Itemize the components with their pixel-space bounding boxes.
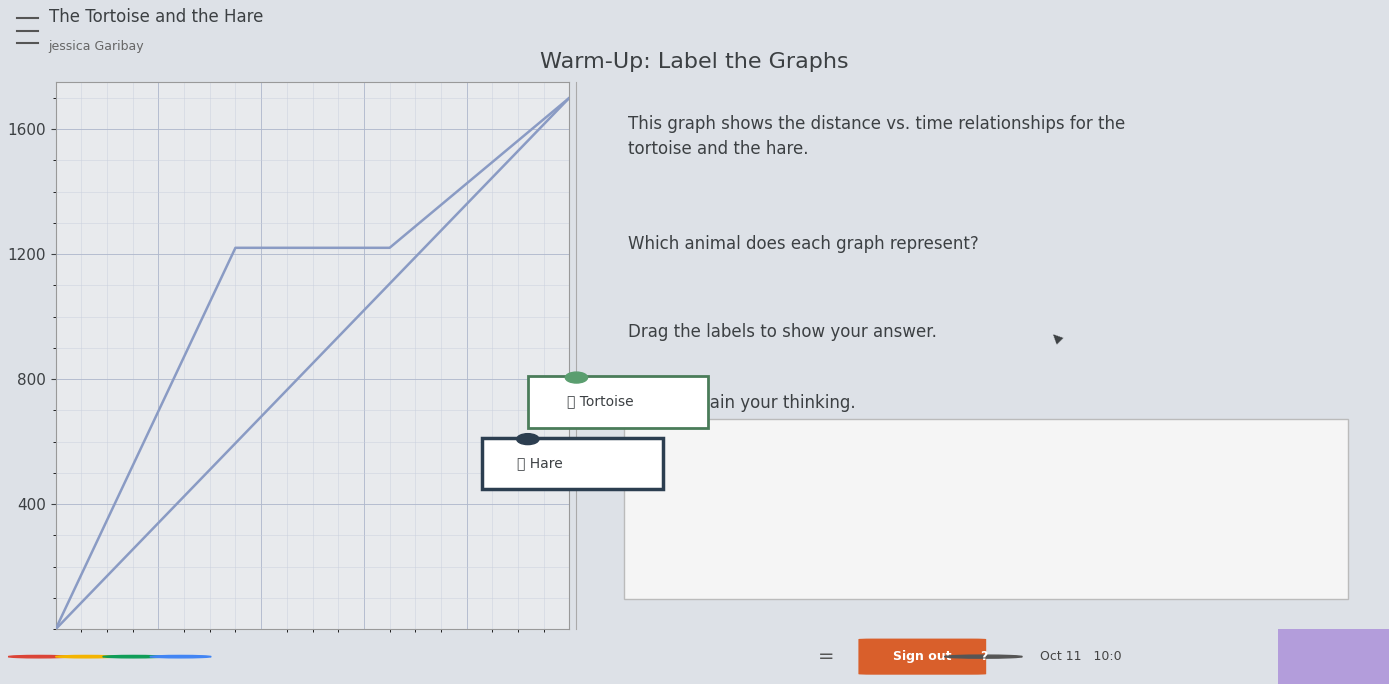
Circle shape: [150, 655, 211, 658]
Text: =: =: [818, 647, 835, 666]
Text: ▲: ▲: [1049, 328, 1064, 345]
FancyBboxPatch shape: [858, 639, 986, 674]
Circle shape: [56, 655, 117, 658]
Text: Which animal does each graph represent?: Which animal does each graph represent?: [628, 235, 979, 253]
Text: Drag the labels to show your answer.: Drag the labels to show your answer.: [628, 323, 938, 341]
Text: Sign out: Sign out: [893, 650, 951, 663]
Text: Warm-Up: Label the Graphs: Warm-Up: Label the Graphs: [540, 52, 849, 72]
Text: Oct 11   10:0: Oct 11 10:0: [1040, 650, 1121, 663]
Circle shape: [103, 655, 164, 658]
Circle shape: [945, 655, 1022, 658]
Text: 🐢 Tortoise: 🐢 Tortoise: [567, 395, 633, 408]
FancyBboxPatch shape: [625, 419, 1347, 599]
Text: 🐇 Hare: 🐇 Hare: [517, 456, 563, 470]
Text: jessica Garibay: jessica Garibay: [49, 40, 144, 53]
Text: Then explain your thinking.: Then explain your thinking.: [628, 394, 856, 412]
Text: This graph shows the distance vs. time relationships for the
tortoise and the ha: This graph shows the distance vs. time r…: [628, 115, 1125, 158]
FancyBboxPatch shape: [1278, 629, 1389, 684]
Circle shape: [8, 655, 69, 658]
Y-axis label: Distance (m): Distance (m): [0, 302, 1, 409]
Text: The Tortoise and the Hare: The Tortoise and the Hare: [49, 8, 263, 26]
Text: ?: ?: [979, 650, 988, 663]
